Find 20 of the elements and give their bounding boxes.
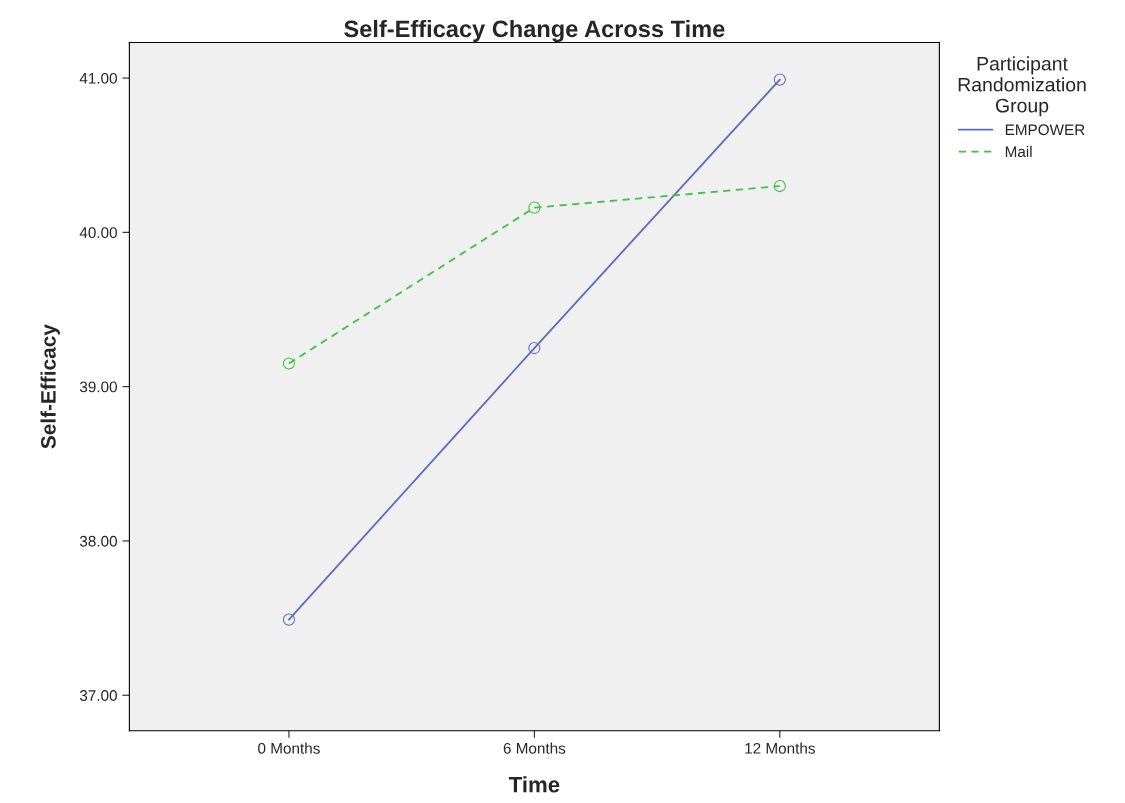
- y-tick-label: 38.00: [79, 535, 117, 547]
- x-tick-label: 12 Months: [745, 742, 815, 754]
- point: [282, 613, 295, 626]
- point: [773, 73, 786, 86]
- y-tick-label: 40.00: [79, 227, 117, 239]
- chart-title: Self-Efficacy Change Across Time: [344, 19, 725, 43]
- x-axis-title: Time: [508, 776, 560, 793]
- x-tick-label: 0 Months: [258, 742, 320, 754]
- x-tick-label: 6 Months: [503, 742, 566, 754]
- point: [773, 179, 786, 193]
- legend-label: EMPOWER: [1005, 124, 1085, 136]
- y-tick-label: 41.00: [79, 72, 117, 84]
- y-tick-label: 37.00: [79, 690, 117, 701]
- legend-label: Mail: [1005, 145, 1032, 158]
- point: [528, 341, 541, 355]
- point: [282, 357, 295, 370]
- y-axis-title: Self-Efficacy: [40, 324, 60, 449]
- y-tick-label: 39.00: [79, 381, 117, 393]
- legend-title: Participant Randomization Group: [958, 56, 1086, 117]
- point: [528, 201, 541, 214]
